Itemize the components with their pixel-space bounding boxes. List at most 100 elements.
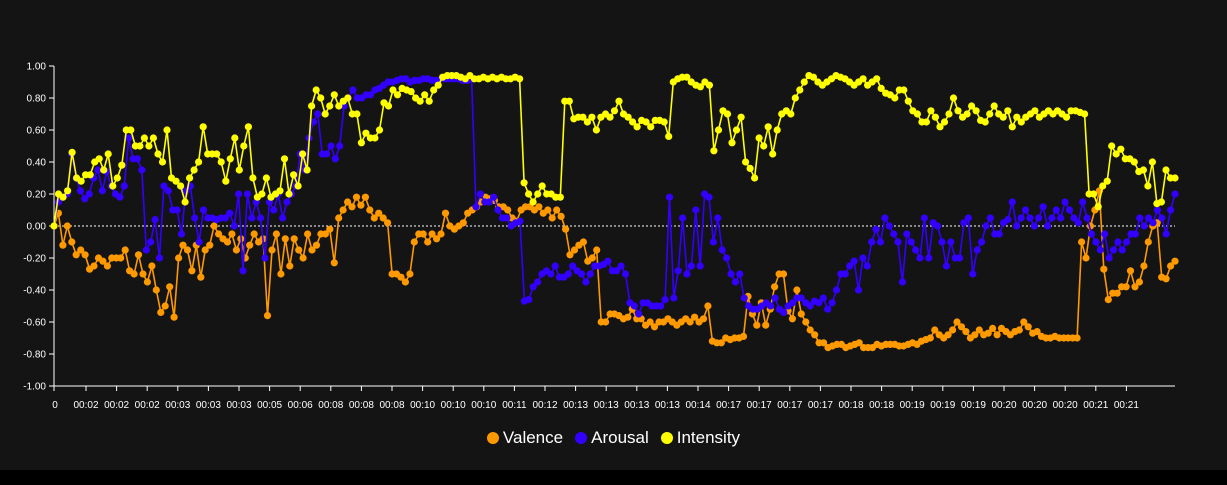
intensity-point[interactable]: [579, 113, 587, 121]
arousal-point[interactable]: [1131, 230, 1139, 238]
arousal-point[interactable]: [239, 267, 247, 275]
arousal-point[interactable]: [569, 262, 577, 270]
valence-point[interactable]: [232, 246, 240, 254]
intensity-point[interactable]: [520, 179, 528, 187]
arousal-point[interactable]: [674, 267, 682, 275]
valence-point[interactable]: [602, 318, 610, 326]
arousal-point[interactable]: [687, 262, 696, 270]
arousal-point[interactable]: [964, 214, 973, 222]
valence-point[interactable]: [806, 326, 814, 334]
valence-point[interactable]: [335, 214, 343, 222]
arousal-point[interactable]: [947, 238, 955, 246]
valence-point[interactable]: [59, 241, 67, 249]
valence-point[interactable]: [170, 313, 178, 321]
valence-point[interactable]: [366, 206, 374, 214]
arousal-point[interactable]: [767, 302, 775, 310]
valence-point[interactable]: [175, 254, 183, 262]
arousal-point[interactable]: [1013, 222, 1021, 230]
intensity-point[interactable]: [1157, 198, 1165, 206]
intensity-point[interactable]: [665, 132, 673, 140]
intensity-point[interactable]: [95, 155, 103, 163]
arousal-point[interactable]: [76, 187, 84, 195]
arousal-point[interactable]: [283, 198, 291, 206]
intensity-point[interactable]: [199, 123, 207, 131]
arousal-point[interactable]: [780, 308, 788, 316]
valence-point[interactable]: [944, 331, 952, 339]
arousal-point[interactable]: [226, 209, 234, 217]
arousal-point[interactable]: [1079, 198, 1087, 206]
arousal-point[interactable]: [1118, 246, 1126, 254]
intensity-point[interactable]: [760, 142, 768, 150]
arousal-point[interactable]: [494, 206, 502, 214]
arousal-point[interactable]: [327, 142, 335, 150]
valence-point[interactable]: [344, 198, 352, 206]
arousal-point[interactable]: [898, 278, 907, 286]
valence-point[interactable]: [793, 286, 801, 294]
arousal-point[interactable]: [133, 155, 142, 163]
intensity-point[interactable]: [425, 97, 433, 105]
intensity-point[interactable]: [1090, 190, 1098, 198]
valence-point[interactable]: [504, 206, 512, 214]
intensity-point[interactable]: [1008, 123, 1016, 131]
valence-point[interactable]: [299, 254, 307, 262]
arousal-point[interactable]: [98, 187, 106, 195]
valence-point[interactable]: [686, 318, 694, 326]
arousal-point[interactable]: [995, 230, 1003, 238]
intensity-point[interactable]: [796, 86, 804, 94]
intensity-point[interactable]: [683, 73, 691, 81]
arousal-point[interactable]: [230, 222, 238, 230]
valence-point[interactable]: [201, 246, 209, 254]
arousal-point[interactable]: [1145, 214, 1153, 222]
valence-point[interactable]: [183, 246, 192, 254]
valence-point[interactable]: [691, 313, 699, 321]
intensity-point[interactable]: [764, 123, 772, 131]
intensity-point[interactable]: [746, 164, 754, 172]
arousal-point[interactable]: [621, 270, 630, 278]
valence-point[interactable]: [1171, 257, 1179, 265]
arousal-point[interactable]: [125, 134, 133, 142]
arousal-point[interactable]: [490, 193, 498, 201]
valence-point[interactable]: [157, 308, 165, 316]
valence-point[interactable]: [286, 262, 294, 270]
valence-point[interactable]: [811, 331, 819, 339]
arousal-point[interactable]: [956, 254, 964, 262]
intensity-point[interactable]: [565, 97, 573, 105]
valence-point[interactable]: [352, 193, 361, 201]
intensity-point[interactable]: [393, 91, 402, 99]
intensity-point[interactable]: [791, 94, 799, 102]
intensity-point[interactable]: [1099, 182, 1107, 190]
valence-point[interactable]: [139, 270, 147, 278]
valence-point[interactable]: [77, 246, 85, 254]
arousal-point[interactable]: [1026, 214, 1034, 222]
arousal-point[interactable]: [986, 214, 995, 222]
arousal-point[interactable]: [1149, 219, 1157, 227]
arousal-point[interactable]: [613, 267, 621, 275]
intensity-point[interactable]: [936, 123, 944, 131]
valence-point[interactable]: [419, 230, 427, 238]
arousal-point[interactable]: [525, 296, 533, 304]
intensity-point[interactable]: [186, 174, 194, 182]
intensity-point[interactable]: [68, 148, 76, 156]
intensity-point[interactable]: [859, 75, 867, 83]
valence-point[interactable]: [788, 315, 797, 323]
arousal-point[interactable]: [859, 254, 867, 262]
intensity-point[interactable]: [904, 97, 912, 105]
arousal-point[interactable]: [718, 246, 726, 254]
arousal-point[interactable]: [551, 262, 559, 270]
arousal-point[interactable]: [94, 166, 102, 174]
intensity-point[interactable]: [710, 147, 718, 155]
valence-point[interactable]: [548, 214, 556, 222]
intensity-point[interactable]: [357, 139, 365, 147]
arousal-point[interactable]: [978, 238, 986, 246]
intensity-point[interactable]: [1031, 107, 1039, 115]
arousal-point[interactable]: [1109, 246, 1118, 254]
arousal-point[interactable]: [151, 216, 159, 224]
intensity-point[interactable]: [972, 107, 980, 115]
valence-point[interactable]: [246, 241, 254, 249]
intensity-point[interactable]: [195, 158, 203, 166]
valence-point[interactable]: [989, 324, 997, 332]
valence-point[interactable]: [99, 257, 107, 265]
arousal-point[interactable]: [173, 206, 181, 214]
arousal-point[interactable]: [336, 142, 344, 150]
valence-point[interactable]: [931, 326, 939, 334]
